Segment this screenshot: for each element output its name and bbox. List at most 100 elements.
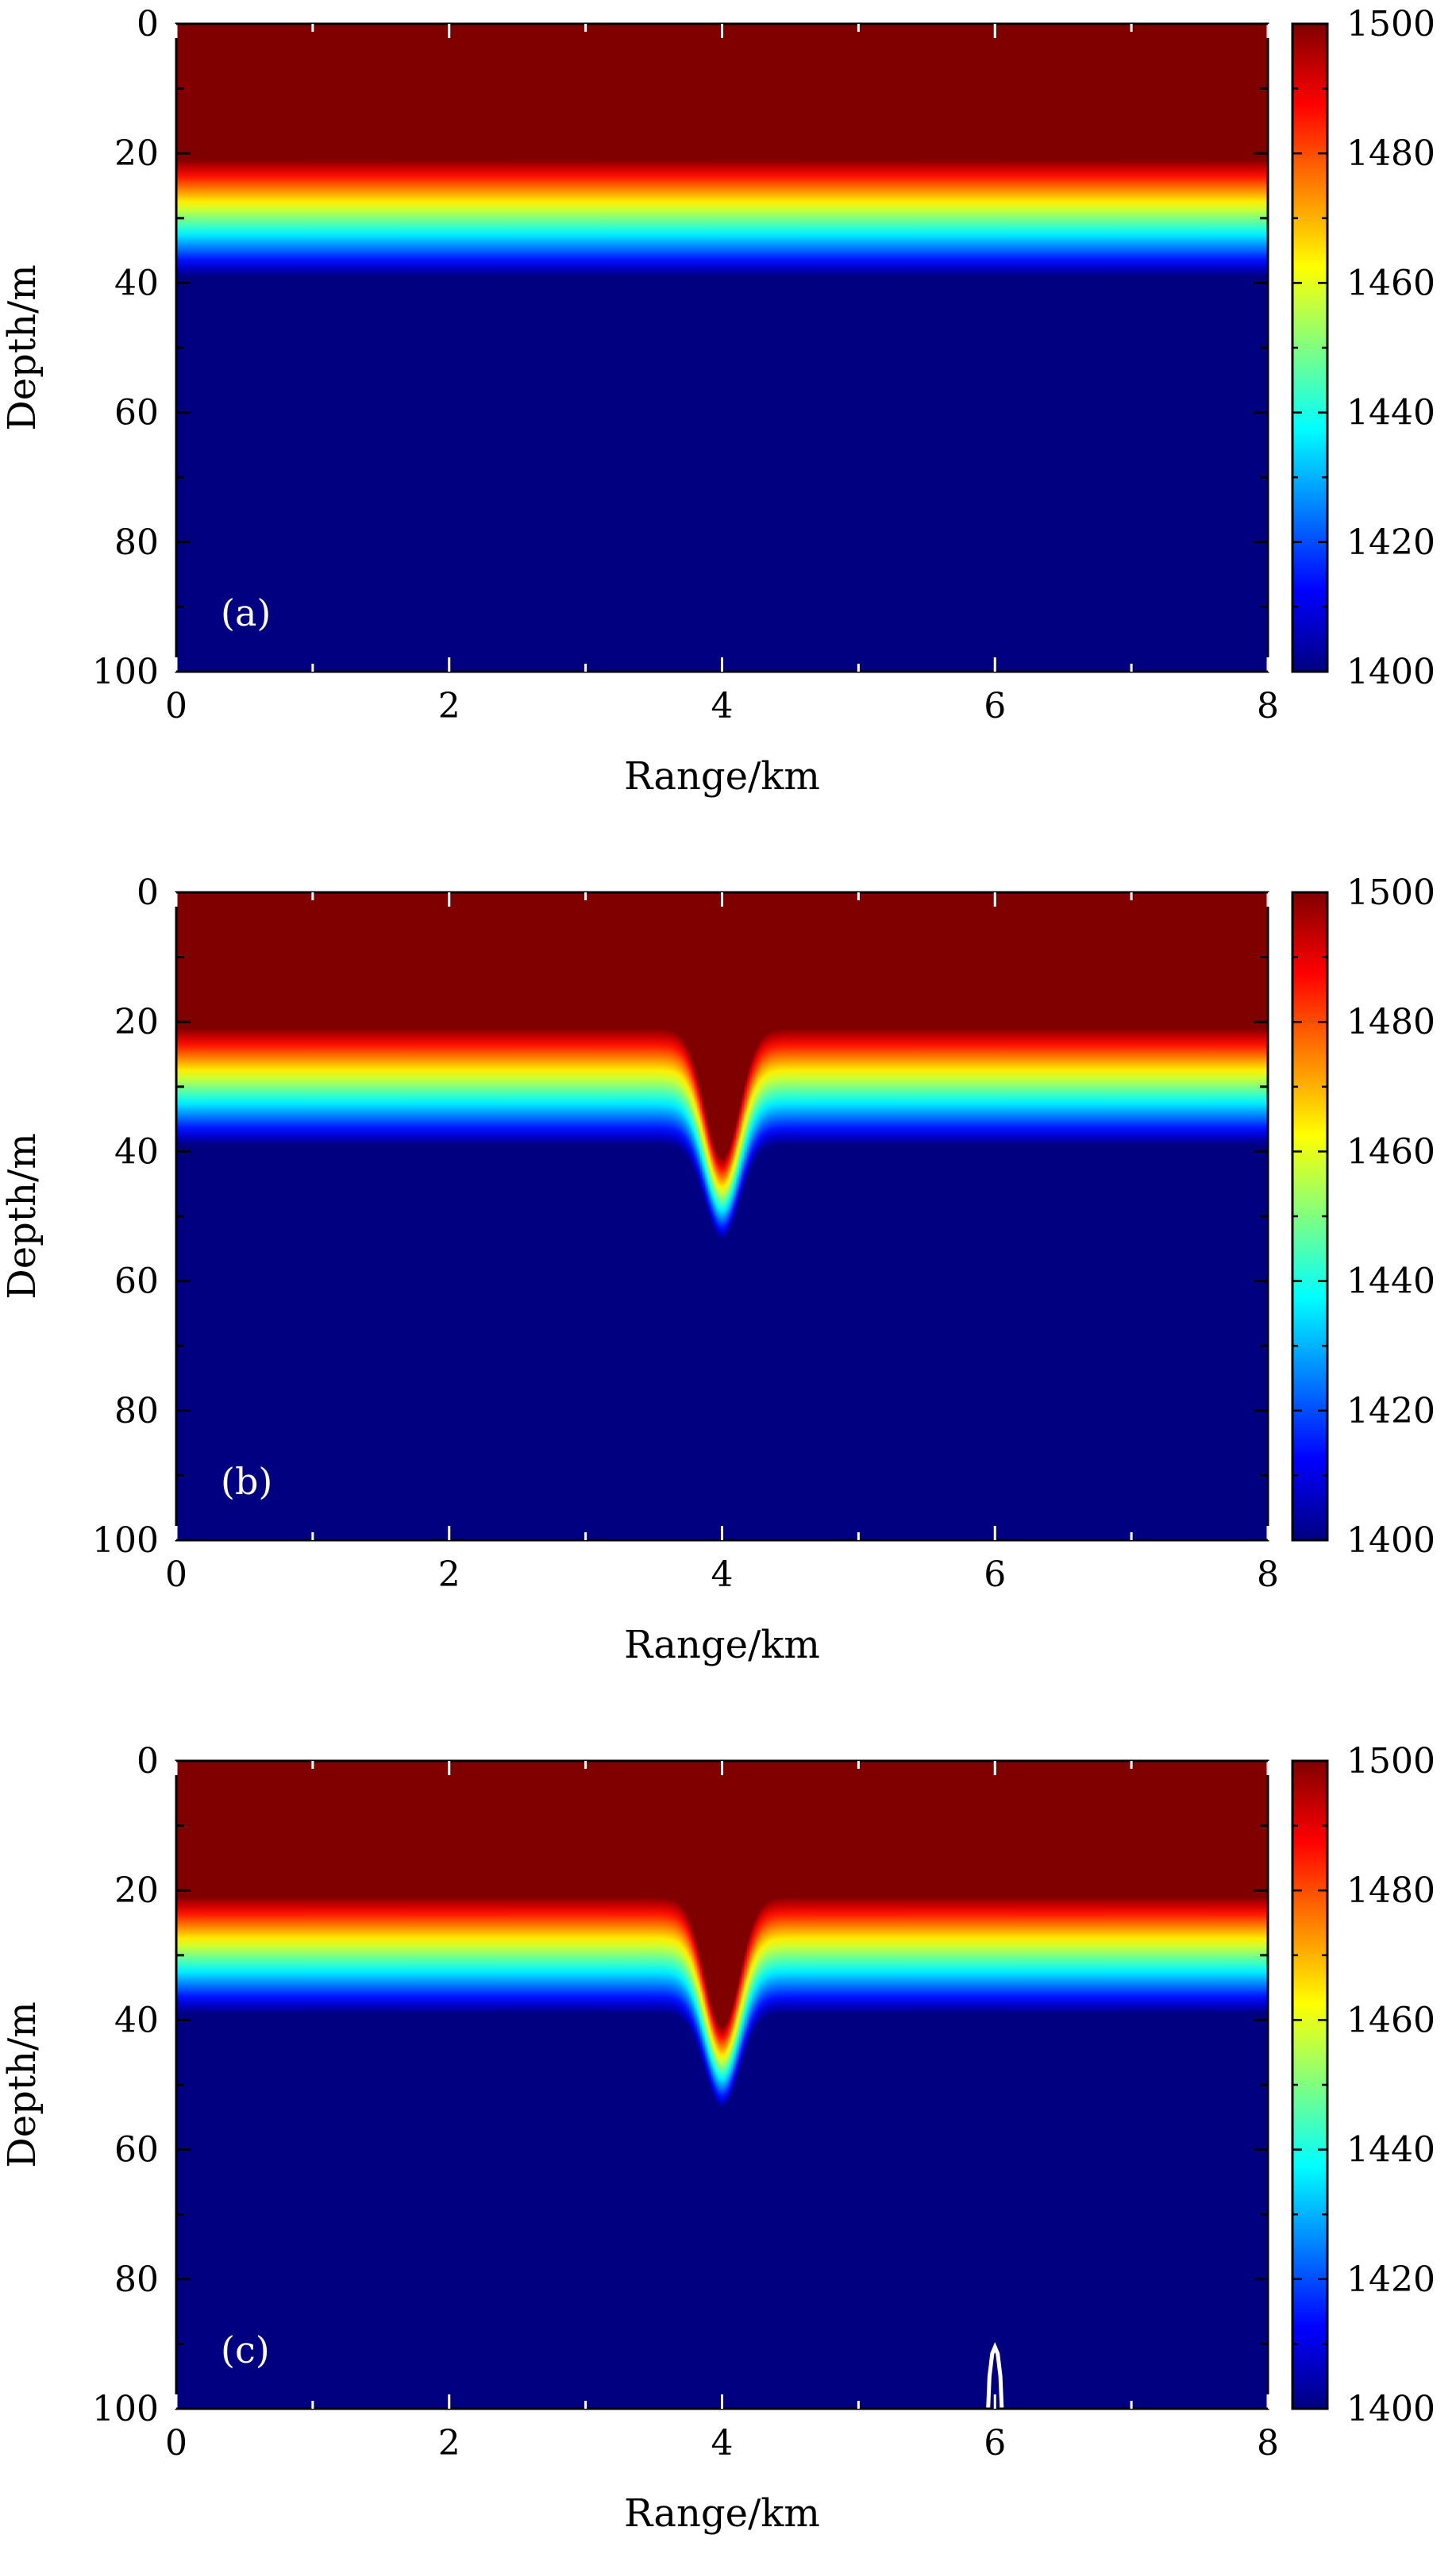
thermocline-strip [591,1897,594,2014]
surface-strip [851,892,854,1029]
thermocline-strip [938,1897,942,2014]
surface-strip [1021,1761,1024,1897]
thermocline-strip [552,1028,554,1146]
surface-strip [717,1761,720,2024]
thermocline-strip [1244,1897,1247,2014]
surface-strip [245,892,247,1029]
thermocline-strip [945,1028,947,1146]
surface-strip [177,892,180,1029]
thermocline-strip [1257,1028,1259,1146]
thermocline-strip [1096,1028,1099,1146]
x-tick-label: 4 [711,2423,734,2463]
surface-strip [625,1761,628,1897]
thermocline-strip [479,1028,481,1146]
thermocline-strip [483,1028,486,1146]
thermocline-strip [882,1028,885,1146]
surface-strip [351,892,353,1029]
thermocline-strip [218,1028,221,1146]
surface-strip [768,892,771,1032]
surface-strip [1142,892,1146,1029]
surface-strip [1108,892,1111,1029]
surface-strip [241,1761,245,1897]
thermocline-strip [637,1897,640,2014]
thermocline-strip [587,1897,591,2014]
surface-strip [230,1761,233,1897]
surface-strip [1223,892,1225,1029]
surface-strip [266,892,269,1029]
thermocline-strip [445,1028,449,1146]
surface-strip [1171,1761,1173,1897]
surface-strip [403,1761,406,1897]
thermocline-strip [447,1028,450,1146]
surface-strip [1176,1761,1178,1897]
surface-strip [988,1761,991,1897]
surface-strip [1026,892,1029,1029]
surface-strip [1032,892,1034,1029]
thermocline-strip [691,1924,693,2034]
thermocline-strip [382,1897,384,2014]
surface-strip [979,1761,982,1897]
surface-strip [865,892,868,1029]
surface-strip [254,1761,256,1897]
thermocline-strip [837,1897,840,2014]
thermocline-strip [430,1028,433,1146]
panel-c: 0 2 4 6 8020406080100Range/kmDepth/m(c)14001… [0,1741,1435,2536]
surface-strip [828,892,830,1029]
surface-strip [199,1761,202,1897]
surface-strip [561,892,564,1029]
surface-strip [456,892,460,1029]
thermocline-strip [820,1897,822,2014]
surface-strip [430,1761,433,1897]
thermocline-strip [561,1897,564,2014]
thermocline-strip [510,1028,512,1146]
surface-strip [768,1761,771,1901]
surface-strip [1055,892,1058,1029]
surface-strip [650,892,653,1029]
thermocline-strip [264,1028,268,1146]
surface-strip [1045,1761,1047,1897]
thermocline-strip [196,1897,199,2014]
thermocline-strip [1154,1897,1157,2014]
surface-strip [961,1761,963,1897]
surface-strip [177,1761,180,1897]
thermocline-strip [762,1904,765,2020]
thermocline-strip [605,1028,607,1146]
surface-strip [391,892,394,1029]
surface-strip [745,1761,748,1947]
surface-strip [1029,892,1032,1029]
surface-strip [626,892,630,1029]
thermocline-strip [1055,1897,1058,2014]
surface-strip [953,892,955,1029]
thermocline-strip [411,1897,414,2014]
surface-strip [1008,1761,1011,1897]
thermocline-strip [268,1028,271,1146]
surface-strip [547,1761,550,1897]
surface-strip [803,892,806,1029]
surface-strip [1242,1761,1246,1897]
surface-strip [1250,1761,1253,1897]
y-tick-label: 0 [137,1741,159,1782]
thermocline-strip [224,1028,227,1146]
thermocline-strip [1231,1028,1235,1146]
surface-strip [859,1761,861,1897]
thermocline-strip [1252,1897,1254,2014]
surface-strip [282,1761,285,1897]
thermocline-strip [435,1897,437,2014]
thermocline-strip [575,1028,578,1146]
surface-strip [720,1761,723,2027]
thermocline-strip [980,1897,984,2014]
surface-strip [678,1761,681,1904]
thermocline-strip [1092,1897,1094,2014]
thermocline-strip [402,1028,405,1146]
surface-strip [418,1761,421,1897]
surface-strip [1257,1761,1259,1897]
thermocline-strip [896,1028,899,1146]
surface-strip [959,892,961,1029]
thermocline-strip [1141,1897,1144,2014]
thermocline-strip [1168,1028,1170,1146]
surface-strip [424,1761,426,1897]
surface-strip [1063,1761,1066,1897]
thermocline-strip [1065,1897,1068,2014]
panel-label: (b) [221,1460,272,1503]
surface-strip [207,1761,210,1897]
